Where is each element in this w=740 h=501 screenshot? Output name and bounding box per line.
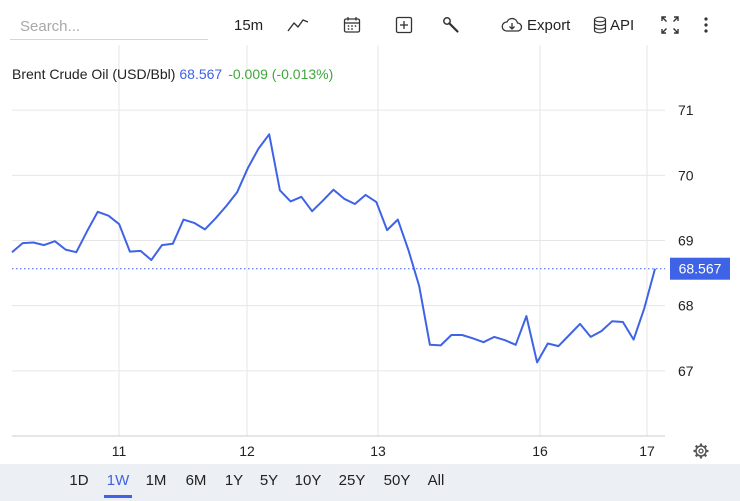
y-tick-label: 69 (678, 233, 694, 249)
range-button-1w[interactable]: 1W (104, 464, 132, 498)
range-button-5y[interactable]: 5Y (259, 472, 279, 489)
range-button-25y[interactable]: 25Y (338, 472, 366, 489)
export-button[interactable]: Export (501, 12, 570, 38)
y-tick-label: 71 (678, 102, 694, 118)
search-input[interactable] (10, 14, 208, 40)
line-chart-icon[interactable] (287, 12, 309, 38)
legend-change: -0.009 (-0.013%) (228, 66, 334, 82)
x-tick-label: 17 (639, 443, 655, 459)
last-price-label: 68.567 (679, 261, 722, 277)
range-selector: 1D 1W 1M 6M 1Y 5Y 10Y 25Y 50Y All (0, 464, 740, 501)
y-tick-label: 68 (678, 298, 694, 314)
y-tick-label: 67 (678, 363, 694, 379)
range-button-50y[interactable]: 50Y (383, 472, 411, 489)
range-button-10y[interactable]: 10Y (294, 472, 322, 489)
export-label: Export (527, 16, 571, 34)
y-tick-label: 70 (678, 167, 694, 183)
chart-legend: Brent Crude Oil (USD/Bbl) 68.567 -0.009 (-… (12, 66, 333, 82)
price-chart: 67 68 69 70 71 11 12 13 16 17 68.567 (11, 45, 730, 459)
last-price-badge (670, 257, 730, 280)
x-tick-label: 11 (112, 443, 127, 459)
range-button-6m[interactable]: 6M (185, 472, 207, 489)
database-icon (593, 16, 607, 34)
instrument-name: Brent Crude Oil (USD/Bbl) (12, 66, 176, 82)
wrench-icon[interactable] (442, 12, 460, 38)
settings-gear-icon[interactable] (693, 443, 709, 459)
range-button-1m[interactable]: 1M (145, 472, 167, 489)
range-button-1d[interactable]: 1D (69, 472, 89, 489)
api-label: API (610, 16, 635, 34)
interval-selector[interactable]: 15m (234, 16, 264, 34)
range-button-1y[interactable]: 1Y (224, 472, 244, 489)
calendar-icon[interactable] (343, 12, 361, 38)
toolbar: 15m Export API (0, 0, 740, 50)
fullscreen-icon[interactable] (660, 12, 680, 38)
x-tick-label: 12 (239, 443, 255, 459)
x-tick-label: 13 (370, 443, 386, 459)
legend-price: 68.567 (179, 66, 223, 82)
price-line (11, 133, 656, 364)
add-indicator-icon[interactable] (395, 12, 413, 38)
x-tick-label: 16 (532, 443, 548, 459)
cloud-download-icon (501, 17, 523, 32)
range-button-all[interactable]: All (427, 472, 445, 489)
api-button[interactable]: API (593, 12, 634, 38)
more-icon[interactable] (702, 12, 710, 38)
